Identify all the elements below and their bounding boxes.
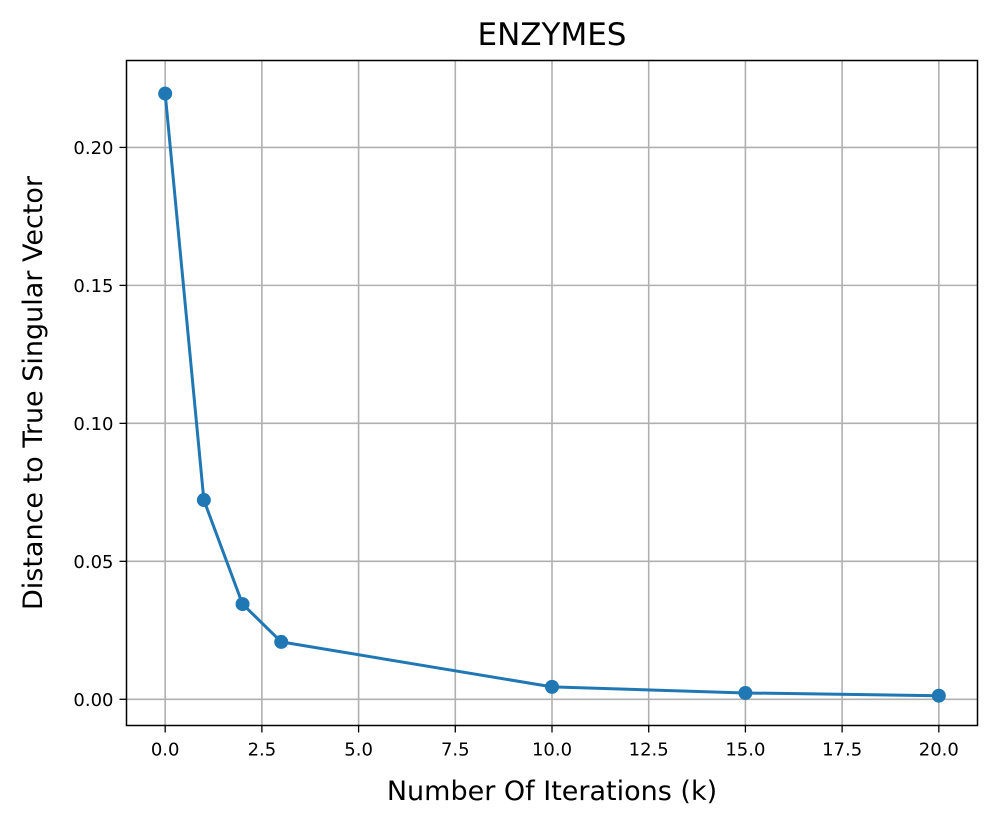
chart-title: ENZYMES	[478, 17, 627, 53]
data-point	[274, 634, 289, 649]
x-axis-label: Number Of Iterations (k)	[387, 776, 717, 807]
y-tick-label: 0.05	[73, 552, 113, 573]
x-tick-label: 12.5	[629, 740, 669, 761]
x-tick-label: 10.0	[532, 740, 572, 761]
data-point	[738, 685, 753, 700]
data-point	[931, 688, 946, 703]
data-point	[545, 679, 559, 694]
y-axis-label: Distance to True Singular Vector	[18, 175, 49, 610]
y-tick-label: 0.15	[73, 276, 113, 297]
data-point	[158, 86, 173, 101]
x-tick-label: 0.0	[151, 740, 180, 761]
series-group	[158, 86, 946, 703]
y-tick-label: 0.20	[73, 138, 113, 159]
x-tick-label: 17.5	[822, 740, 862, 761]
x-tick-label: 2.5	[248, 740, 277, 761]
x-axis-ticks: 0.0 2.5 5.0 7.5 10.0 12.5 15.0 17.5 20.0	[151, 725, 959, 761]
y-tick-label: 0.00	[73, 690, 113, 711]
x-tick-label: 20.0	[919, 740, 959, 761]
x-tick-label: 7.5	[441, 740, 470, 761]
x-tick-label: 15.0	[725, 740, 765, 761]
data-point	[196, 493, 211, 508]
y-tick-label: 0.10	[73, 414, 113, 435]
data-point	[235, 597, 250, 612]
y-axis-ticks: 0.00 0.05 0.10 0.15 0.20	[73, 138, 127, 711]
x-tick-label: 5.0	[344, 740, 373, 761]
grid-lines	[126, 60, 978, 726]
